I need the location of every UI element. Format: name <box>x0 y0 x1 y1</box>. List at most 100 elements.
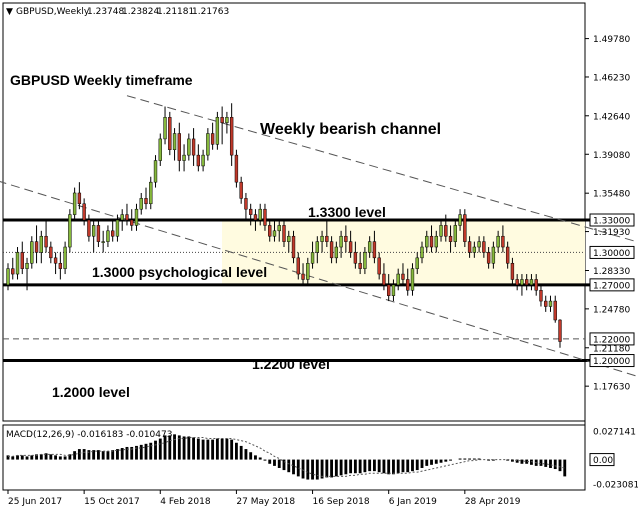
candle-body <box>49 246 53 259</box>
candle-body <box>525 279 529 286</box>
annotation-timeframe: GBPUSD Weekly timeframe <box>10 72 193 88</box>
candle-body <box>334 246 339 259</box>
level-label-box <box>589 332 635 346</box>
candle-body <box>115 219 120 237</box>
candle-body <box>53 257 58 264</box>
level-label: 1.27000 <box>593 281 630 291</box>
candle-body <box>196 154 201 167</box>
candle-body <box>182 154 186 161</box>
candle-body <box>415 257 419 269</box>
candle-body <box>344 235 348 242</box>
x-tick-label: 16 Sep 2018 <box>313 497 370 507</box>
candle-body <box>486 252 491 264</box>
macd-signal-line <box>8 437 565 477</box>
candle-body <box>153 160 158 183</box>
level-label-box <box>589 245 635 259</box>
candle-body <box>353 252 358 264</box>
candle-body <box>244 198 248 210</box>
level-label-box <box>589 278 635 292</box>
candle-body <box>139 198 143 210</box>
level-label: 1.20000 <box>593 357 630 367</box>
y-tick-label: 1.21180 <box>593 344 630 354</box>
candle-body <box>125 214 129 221</box>
candle-body <box>367 241 372 253</box>
candle-body <box>234 154 239 183</box>
y-tick-label: 1.35480 <box>593 190 630 200</box>
candle-body <box>444 225 448 237</box>
candle-body <box>34 241 39 253</box>
candle-body <box>268 225 272 237</box>
candle-body <box>68 214 72 248</box>
candle-body <box>168 117 172 150</box>
level-label-box <box>589 213 635 227</box>
candle-body <box>77 192 82 205</box>
candle-body <box>210 133 215 145</box>
header-symbol: GBPUSD,Weekly <box>16 7 90 17</box>
candle-body <box>239 181 243 199</box>
candle-body <box>11 268 15 275</box>
annotation-1-30: 1.3000 psychological level <box>92 264 267 280</box>
candle-body <box>363 252 367 269</box>
candle-body <box>529 279 534 286</box>
candle-body <box>253 214 258 221</box>
candle-body <box>158 138 162 161</box>
candle-body <box>534 279 538 291</box>
candle-body <box>477 241 481 248</box>
annotation-channel: Weekly bearish channel <box>260 121 441 138</box>
candle-body <box>225 117 229 123</box>
candle-body <box>329 241 334 259</box>
candle-body <box>106 230 110 242</box>
candle-body <box>501 235 505 248</box>
x-tick-label: 6 Jan 2019 <box>389 497 437 507</box>
candle-body <box>348 241 353 253</box>
candle-body <box>463 214 467 242</box>
candle-body <box>272 230 277 237</box>
candle-body <box>410 268 415 291</box>
x-tick-label: 28 Apr 2019 <box>465 497 521 507</box>
candle-body <box>482 241 486 253</box>
candle-body <box>20 252 24 269</box>
candle-body <box>406 279 410 291</box>
candle-body <box>82 203 86 221</box>
macd-y-tick-label: 0.00 <box>593 456 613 466</box>
candle-body <box>520 279 524 286</box>
macd-y-tick-label: 0.027141 <box>593 428 636 438</box>
candle-body <box>101 241 105 243</box>
candle-body <box>25 262 29 269</box>
candle-body <box>548 300 553 307</box>
candle-body <box>134 208 139 226</box>
level-label: 1.30000 <box>593 249 630 259</box>
candle-body <box>296 257 300 275</box>
candle-body <box>425 235 429 248</box>
candle-body <box>539 290 543 302</box>
candle-body <box>277 225 281 232</box>
level-label-box <box>589 354 635 368</box>
candle-body <box>258 208 262 221</box>
candle-body <box>358 262 362 269</box>
y-tick-label: 1.39080 <box>593 151 630 161</box>
candle-body <box>439 225 443 237</box>
candle-body <box>187 138 191 156</box>
candle-body <box>144 198 148 205</box>
y-tick-label: 1.42640 <box>593 112 630 122</box>
candle-body <box>249 208 253 215</box>
candle-body <box>215 117 220 145</box>
macd-zero-box <box>589 453 615 467</box>
x-tick-label: 25 Jun 2017 <box>8 497 62 507</box>
candle-body <box>420 246 424 259</box>
candle-body <box>325 235 329 242</box>
candle-body <box>382 273 386 286</box>
candle-body <box>87 219 91 237</box>
candle-body <box>467 241 472 253</box>
candle-body <box>387 284 391 296</box>
header-high: 1.23824 <box>122 7 159 17</box>
annotation-1-22: 1.2200 level <box>252 356 330 372</box>
candle-body <box>396 273 400 286</box>
candle-body <box>510 262 515 280</box>
candle-body <box>553 300 557 321</box>
level-label: 1.33000 <box>593 217 630 227</box>
header-arrow-icon: ▼ <box>6 7 13 17</box>
candle-body <box>310 252 315 264</box>
candle-body <box>372 241 377 259</box>
